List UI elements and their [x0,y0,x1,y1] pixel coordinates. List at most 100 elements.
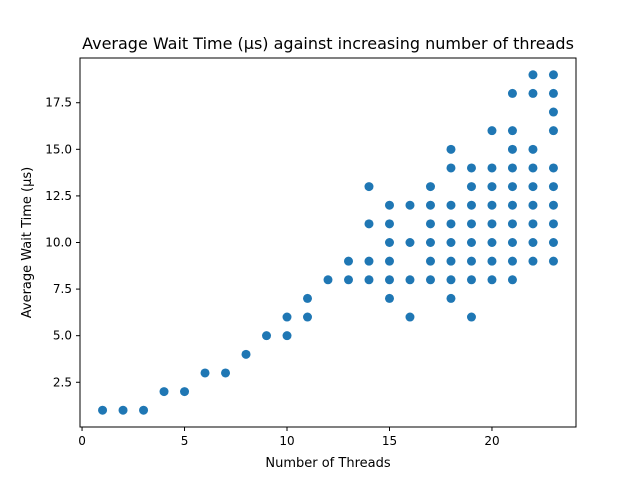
data-point [487,200,497,210]
data-point [241,349,251,359]
data-point [405,312,415,322]
data-point [487,163,497,173]
data-point [282,312,292,322]
data-point [507,256,517,266]
y-tick-label: 15.0 [45,142,72,156]
data-point [507,88,517,98]
data-point [528,88,538,98]
y-tick-label: 5.0 [53,329,72,343]
data-point [98,405,108,415]
data-point [487,219,497,229]
data-point [364,275,374,285]
data-point [303,312,312,322]
data-point [180,387,190,397]
data-point [487,238,497,247]
x-axis-label: Number of Threads [265,456,390,471]
data-point [446,144,456,154]
data-point [507,275,517,285]
data-point [118,405,128,415]
data-point [344,256,353,266]
data-point [405,275,415,285]
data-point [487,126,497,136]
data-point [446,275,456,285]
data-point [446,238,456,247]
data-point [528,70,538,80]
plot-frame [79,57,577,428]
data-point [303,293,312,303]
data-point [282,331,292,341]
data-point [507,200,517,210]
y-tick-label: 10.0 [45,236,72,250]
data-point [262,331,272,341]
data-point [487,182,497,192]
data-point [364,219,374,229]
data-point [323,275,333,285]
x-tick-label: 0 [78,434,86,448]
data-point [425,275,435,285]
data-point [548,126,558,136]
data-point [221,368,231,378]
data-point [466,182,476,192]
data-point [139,405,149,415]
data-point [446,219,456,229]
data-point [384,256,394,266]
y-tick-label: 17.5 [45,96,72,110]
data-point [548,219,558,229]
data-point [507,144,517,154]
data-point [548,107,558,117]
x-tick-label: 15 [382,434,397,448]
data-point [528,219,538,229]
y-axis-label: Average Wait Time (µs) [20,167,35,318]
data-point [466,163,476,173]
data-point [548,200,558,210]
data-point [466,219,476,229]
data-point [548,88,558,98]
data-point [344,275,353,285]
data-point [200,368,210,378]
data-point [384,238,394,247]
y-tick-label: 7.5 [53,282,72,296]
y-tick-label: 12.5 [45,189,72,203]
data-point [384,293,394,303]
x-tick-label: 20 [484,434,499,448]
data-point [425,219,435,229]
data-point [528,163,538,173]
data-point [528,200,538,210]
data-point [507,163,517,173]
data-point [466,275,476,285]
data-point [364,256,374,266]
y-axis: 2.5 5.0 7.5 10.0 12.5 15.0 17.5 [45,96,80,389]
data-point [466,200,476,210]
data-point [446,293,456,303]
data-point [548,70,558,80]
data-point [446,163,456,173]
chart-title: Average Wait Time (µs) against increasin… [82,34,574,53]
data-point [507,126,517,136]
x-tick-label: 10 [279,434,294,448]
data-point [507,238,517,247]
data-point [384,275,394,285]
data-point [548,256,558,266]
data-point [384,200,394,210]
data-point [487,275,497,285]
data-point [528,182,538,192]
data-point [425,182,435,192]
data-point [548,182,558,192]
data-point [425,200,435,210]
data-point [405,238,415,247]
y-tick-label: 2.5 [53,375,72,389]
data-point [384,219,394,229]
data-point [405,200,415,210]
data-point [548,238,558,247]
data-point [507,182,517,192]
data-point [425,256,435,266]
data-point [364,182,374,192]
data-point [487,256,497,266]
data-point [466,238,476,247]
data-point [528,238,538,247]
data-point [528,256,538,266]
data-point [548,163,558,173]
data-point [507,219,517,229]
data-point [528,144,538,154]
